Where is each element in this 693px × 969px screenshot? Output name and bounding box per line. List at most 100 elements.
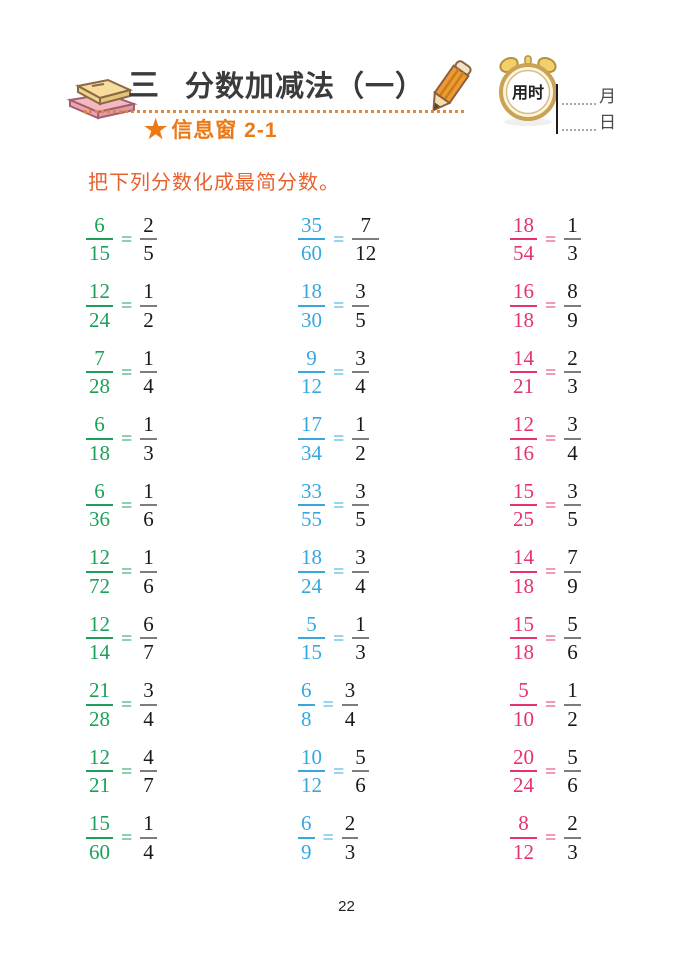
problem-numerator: 5	[518, 678, 529, 703]
day-blank-line[interactable]	[562, 117, 596, 131]
answer-fraction: 7 12	[352, 214, 380, 264]
answer-fraction: 1 3	[564, 214, 581, 264]
answer-fraction: 3 5	[352, 480, 369, 530]
section-number: 三	[128, 68, 159, 103]
answer-denominator: 4	[344, 706, 356, 731]
fraction-equation: 18 54 = 1 3	[510, 212, 653, 266]
equals-sign: =	[333, 361, 345, 384]
equals-sign: =	[322, 827, 334, 849]
problem-numerator: 12	[89, 545, 110, 570]
page-number: 22	[338, 898, 355, 915]
answer-fraction-bar	[341, 703, 359, 706]
answer-fraction-bar	[564, 703, 581, 706]
problem-fraction-bar	[86, 238, 113, 240]
timer-label: 用时	[512, 84, 544, 102]
fraction-equation: 8 12 = 2 3	[510, 811, 653, 865]
problem-denominator: 18	[513, 307, 534, 332]
problem-fraction-bar	[86, 304, 113, 307]
answer-denominator: 5	[355, 507, 366, 531]
problem-fraction-bar	[510, 504, 537, 506]
problem-fraction: 9 12	[298, 347, 325, 397]
answer-denominator: 6	[567, 773, 578, 797]
problem-fraction-bar	[86, 504, 113, 506]
problem-denominator: 28	[89, 706, 110, 731]
answer-denominator: 3	[344, 839, 356, 864]
month-blank-line[interactable]	[562, 91, 596, 105]
answer-fraction-bar	[140, 637, 157, 639]
answer-fraction-bar	[140, 836, 157, 839]
pencil-icon	[432, 60, 472, 112]
answer-numerator: 3	[567, 412, 578, 437]
answer-numerator: 3	[567, 478, 578, 503]
problem-numerator: 12	[89, 611, 110, 636]
answer-fraction: 3 4	[341, 678, 359, 731]
problem-fraction-bar	[510, 437, 537, 440]
problem-denominator: 12	[301, 773, 322, 797]
answer-fraction: 3 4	[352, 347, 369, 397]
answer-numerator: 1	[355, 611, 366, 636]
exercise-instruction: 把下列分数化成最简分数。	[88, 172, 340, 194]
answer-fraction: 1 6	[140, 480, 157, 530]
problem-denominator: 36	[89, 507, 110, 531]
problem-fraction-bar	[86, 637, 113, 639]
equals-sign: =	[121, 627, 133, 650]
answer-fraction-bar	[564, 304, 581, 307]
problem-fraction: 14 21	[510, 347, 537, 397]
problem-denominator: 14	[89, 640, 110, 664]
answer-fraction: 5 6	[352, 746, 369, 796]
info-window-row: ★ 信息窗 2-1	[144, 114, 278, 144]
answer-numerator: 3	[344, 678, 356, 703]
answer-denominator: 2	[143, 307, 154, 332]
answer-fraction: 3 4	[564, 412, 581, 465]
answer-fraction: 5 6	[564, 613, 581, 663]
fraction-equation: 17 34 = 1 2	[298, 412, 510, 466]
answer-fraction-bar	[140, 238, 157, 240]
equals-sign: =	[545, 494, 557, 517]
problem-fraction-bar	[510, 703, 537, 706]
answer-denominator: 4	[567, 440, 578, 465]
problem-denominator: 54	[513, 241, 534, 265]
answer-numerator: 1	[355, 412, 366, 437]
answer-numerator: 1	[567, 212, 578, 237]
answer-fraction-bar	[352, 371, 369, 373]
answer-fraction-bar	[564, 238, 581, 240]
answer-fraction: 6 7	[140, 613, 157, 663]
answer-denominator: 6	[567, 640, 578, 664]
problem-fraction: 15 25	[510, 480, 537, 530]
problem-numerator: 8	[518, 811, 529, 836]
problem-numerator: 17	[301, 412, 322, 437]
star-icon: ★	[144, 114, 168, 144]
problem-denominator: 60	[301, 241, 322, 265]
problem-fraction: 17 34	[298, 412, 325, 464]
answer-numerator: 1	[143, 478, 154, 503]
answer-numerator: 1	[143, 279, 154, 304]
answer-numerator: 3	[355, 545, 366, 570]
problem-fraction-bar	[298, 770, 325, 772]
problem-fraction-bar	[86, 770, 113, 772]
problem-fraction-bar	[510, 570, 537, 573]
problem-fraction-bar	[298, 371, 325, 373]
answer-denominator: 4	[143, 839, 154, 864]
problem-numerator: 6	[301, 811, 312, 836]
equals-sign: =	[545, 428, 557, 450]
answer-denominator: 4	[355, 374, 366, 398]
answer-fraction: 2 3	[564, 347, 581, 397]
answer-denominator: 3	[143, 440, 154, 465]
problem-fraction-bar	[298, 437, 325, 440]
problem-fraction-bar	[510, 637, 537, 639]
fraction-equation: 6 36 = 1 6	[86, 478, 298, 532]
equals-sign: =	[333, 228, 345, 251]
problem-numerator: 15	[513, 611, 534, 636]
problem-fraction-bar	[86, 836, 113, 839]
equals-sign: =	[121, 760, 133, 783]
answer-fraction-bar	[564, 770, 581, 772]
fraction-equation: 6 18 = 1 3	[86, 412, 298, 466]
answer-fraction-bar	[140, 703, 157, 706]
answer-fraction-bar	[352, 238, 380, 240]
problem-fraction: 12 16	[510, 413, 537, 464]
problem-fraction: 33 55	[298, 480, 325, 530]
answer-numerator: 7	[567, 545, 578, 570]
answer-numerator: 3	[355, 345, 366, 370]
problem-fraction: 20 24	[510, 746, 537, 796]
answer-denominator: 9	[567, 573, 578, 598]
